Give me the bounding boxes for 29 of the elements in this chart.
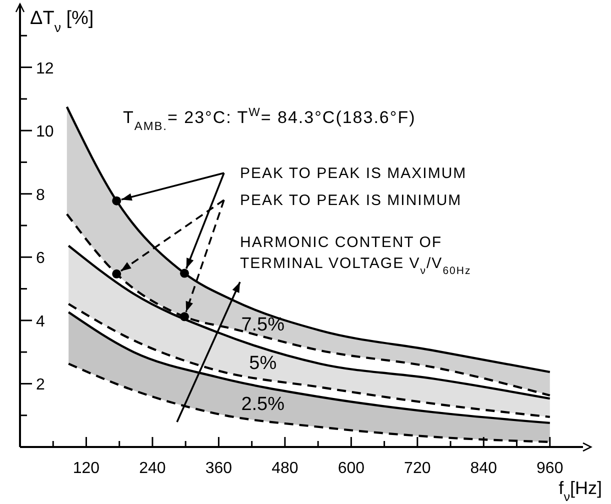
y-tick-label: 8 [36, 186, 45, 204]
annotation: PEAK TO PEAK IS MINIMUM [240, 192, 462, 209]
annotation: PEAK TO PEAK IS MAXIMUM [240, 165, 467, 182]
annotation: TERMINAL VOLTAGE V$_{ν}$/V$_{60Hz}$ [240, 255, 472, 277]
legend-label: 7.5% [241, 314, 285, 336]
y-tick-label: 12 [36, 60, 54, 78]
point [180, 312, 189, 322]
series-label: 2.5% [241, 394, 285, 415]
series-label: 5% [249, 353, 277, 374]
x-tick-label: 960 [536, 460, 564, 477]
x-axis-title: f$_{ν}$[Hz] [558, 478, 602, 504]
point [112, 269, 122, 278]
annotation: HARMONIC CONTENT OF [240, 234, 442, 251]
y-tick-label: 2 [36, 376, 45, 394]
x-tick-label: 120 [72, 460, 100, 477]
y-tick-label: 10 [36, 124, 54, 141]
x-tick-label: 480 [272, 460, 298, 477]
line-series [66, 213, 551, 397]
y-tick-label: 6 [36, 250, 45, 268]
x-tick-label: 840 [470, 460, 498, 477]
x-tick-label: 360 [205, 460, 232, 477]
x-tick-label: 600 [338, 460, 365, 477]
y-axis-title: ΔT$_{ν}$ [%] [30, 8, 94, 34]
point [180, 268, 189, 278]
x-tick-label: 240 [139, 460, 166, 477]
point [112, 196, 122, 206]
annotation: T$_{AMB.}$= 23°C: T$^{W}$= 84.3°C(183.6°F) [123, 105, 416, 133]
x-tick-label: 720 [404, 460, 431, 477]
y-tick-label: 4 [36, 313, 45, 330]
